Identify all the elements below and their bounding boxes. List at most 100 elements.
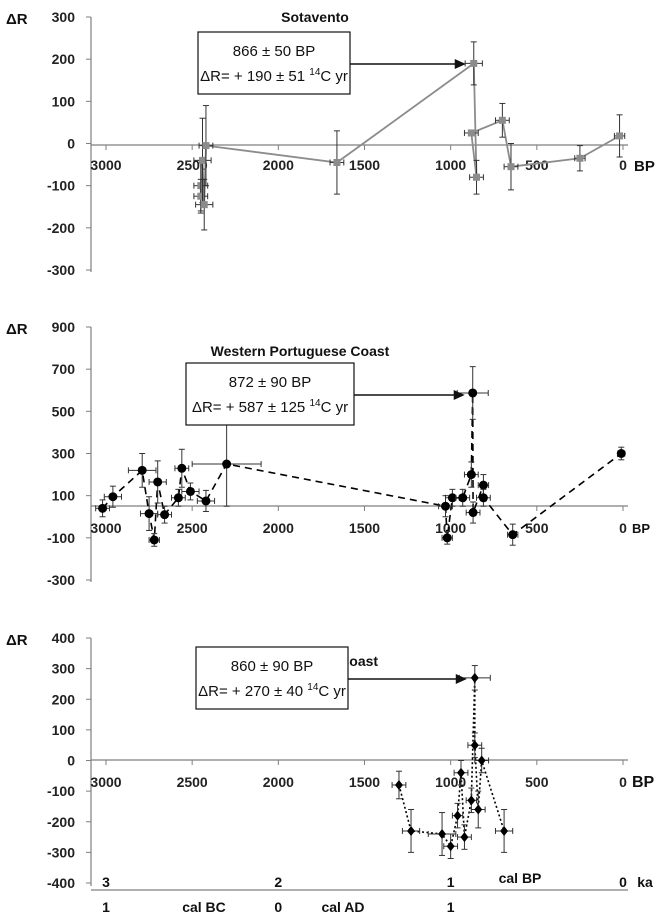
x-tick-label: 2500 [177,520,208,536]
y-tick-label: -100 [47,783,75,799]
y-tick-label: -300 [47,262,75,278]
chart-title: Sotavento [281,9,349,25]
ka-tick-label: 2 [274,874,282,890]
data-point [469,159,484,195]
data-point [467,732,483,758]
y-tick-label: 400 [52,630,76,646]
y-tick-label: 100 [52,722,76,738]
data-point [181,482,200,501]
data-point [191,421,262,507]
y-tick-label: 700 [52,361,76,377]
data-point [503,143,519,191]
x-tick-label: 0 [619,774,627,790]
annotation-box [195,646,349,710]
annotation: 860 ± 90 BP ΔR= + 270 ± 40 14C yr [195,646,467,710]
annotation-line-2-unit: C yr [321,399,349,416]
x-tick-label: 1000 [435,774,466,790]
y-tick-label: -100 [47,530,75,546]
circle-marker [478,493,488,503]
annotation-superscript: 14 [307,682,319,693]
x-tick-label: 2000 [263,157,294,173]
y-tick-label: -300 [47,572,75,588]
annotation-arrowhead [453,390,465,400]
annotation: 866 ± 50 BP ΔR= + 190 ± 51 14C yr [197,31,466,95]
x-tick-label: 1000 [435,157,466,173]
y-tick-label: 200 [52,691,76,707]
chart-title: Western Portuguese Coast [211,343,390,359]
circle-marker [440,501,450,511]
y-tick-label: 900 [52,319,76,335]
data-point [455,488,471,507]
diamond-marker [453,810,462,821]
y-tick-label: -400 [47,875,75,891]
data-point [157,505,172,524]
y-axis-label: ΔR [6,632,28,649]
chart-panel-2: 900 700 500 300 100 -100 -300 3000 2500 2000 1500 1… [6,319,650,588]
cal-tick-label: 1 [102,899,110,915]
x-tick-label: 3000 [90,520,121,536]
data-point [494,809,514,853]
square-marker [197,192,205,200]
y-tick-label: 0 [67,136,75,152]
data-point [193,117,212,204]
annotation-superscript: 14 [309,398,321,409]
x-tick-label: 1000 [435,520,466,536]
square-marker [202,142,210,150]
x-tick-label: 500 [525,520,549,536]
circle-marker [160,510,170,520]
circle-marker [458,493,468,503]
circle-marker [149,535,159,545]
y-tick-label: 300 [52,446,76,462]
data-point [95,499,110,518]
diamond-marker [477,755,486,766]
x-axis-unit: BP [634,158,655,175]
circle-marker [442,533,452,543]
y-axis-label: ΔR [6,11,28,28]
y-tick-label: 100 [52,93,76,109]
circle-marker [108,492,118,502]
data-point [465,501,481,524]
x-tick-label: 0 [619,157,627,173]
y-tick-label: -100 [47,178,75,194]
annotation-line-2: ΔR= + 587 ± 125 14C yr [192,398,348,416]
annotation-line-1: 872 ± 90 BP [229,374,311,391]
circle-marker [144,509,154,519]
circle-marker [222,459,232,469]
data-point [457,824,472,850]
x-tick-label: 1500 [349,157,380,173]
circle-marker [137,465,147,475]
circle-marker [616,449,626,458]
cal-bc-label: cal BC [182,899,226,915]
data-point [616,446,626,461]
x-tick-label: 3000 [90,774,121,790]
annotation-line-2-unit: C yr [320,68,348,85]
annotation-line-2-main: ΔR= + 270 ± 40 [198,683,307,700]
square-marker [576,154,584,162]
data-point [195,178,214,231]
annotation-line-2: ΔR= + 190 ± 51 14C yr [200,67,348,85]
circle-marker [468,388,478,398]
data-point [198,105,214,187]
data-point [170,488,186,507]
data-point [494,102,510,138]
diamond-marker [460,832,469,843]
x-tick-label: 2500 [177,774,208,790]
data-point [174,448,190,488]
annotation-line-2: ΔR= + 270 ± 40 14C yr [198,682,346,700]
cal-tick-label: 1 [447,899,455,915]
y-tick-label: 300 [52,9,76,25]
y-tick-label: 500 [52,403,76,419]
diamond-marker [394,780,403,790]
circle-marker [153,477,163,487]
diamond-marker [470,740,479,751]
square-marker [498,116,506,124]
x-tick-label: 500 [525,157,549,173]
square-marker [200,201,208,209]
circle-marker [177,463,187,473]
x-axis-unit: BP [632,521,650,536]
diamond-marker [470,672,479,683]
square-marker [470,59,478,67]
